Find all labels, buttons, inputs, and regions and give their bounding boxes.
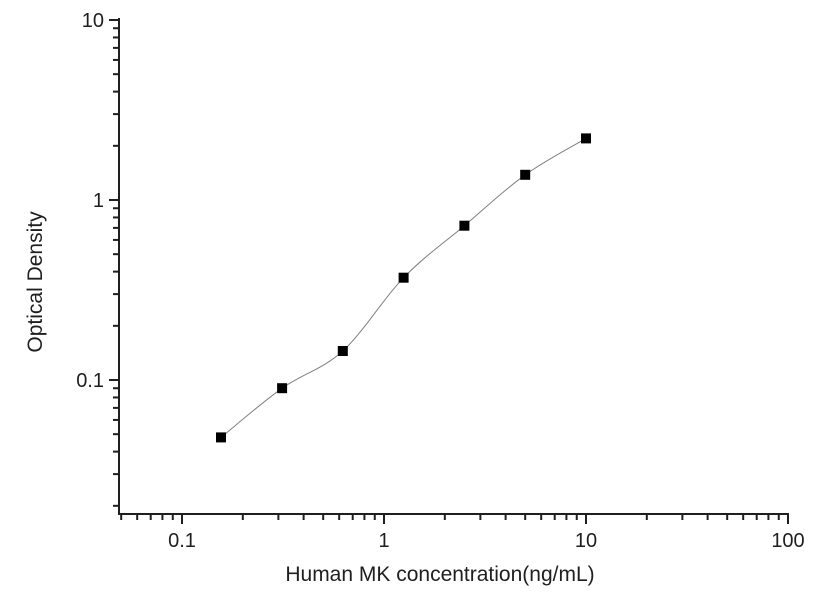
y-axis-tick-label: 10 [82, 10, 104, 32]
x-axis-tick-label: 1 [378, 530, 389, 552]
data-point-marker [277, 383, 288, 394]
data-point-marker [216, 432, 226, 443]
y-axis-tick-label: 1 [93, 190, 104, 212]
axes-group [118, 18, 789, 515]
x-axis-tick-label: 10 [575, 530, 597, 552]
fit-curve-group [220, 137, 587, 438]
tick-labels-group: 0.1 1 10 100 0.1 1 10 [76, 10, 805, 552]
data-points-group [216, 133, 591, 443]
data-point-marker [398, 272, 409, 283]
data-point-marker [459, 220, 470, 231]
y-axis-tick-label: 0.1 [76, 370, 104, 392]
ticks-group [109, 19, 789, 524]
fit-curve [220, 137, 587, 438]
x-axis-title: Human MK concentration(ng/mL) [285, 563, 594, 586]
data-point-marker [581, 133, 591, 144]
y-axis-title: Optical Density [24, 211, 47, 353]
data-point-marker [520, 169, 531, 180]
x-axis-tick-label: 0.1 [168, 530, 196, 552]
x-axis-tick-label: 100 [771, 530, 804, 552]
data-point-marker [337, 346, 348, 356]
